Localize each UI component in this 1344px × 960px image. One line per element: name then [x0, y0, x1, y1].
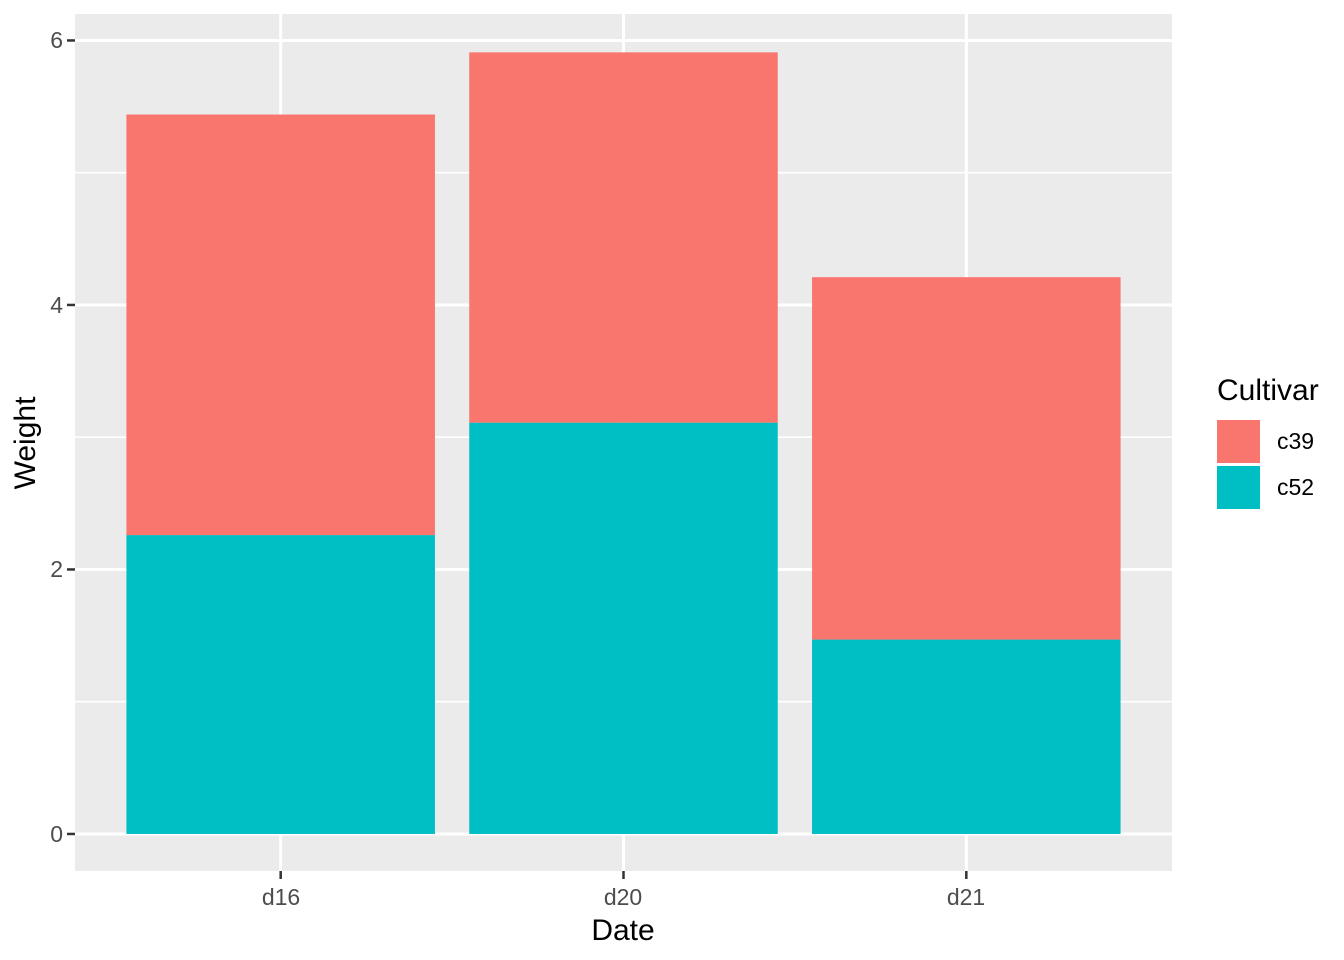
legend-title: Cultivar	[1217, 374, 1319, 407]
legend-item-c52: c52	[1217, 466, 1319, 509]
y-tick-label-2: 2	[50, 556, 63, 582]
legend-swatch-c52	[1217, 466, 1260, 509]
legend-label-c39: c39	[1277, 428, 1315, 454]
x-axis-title: Date	[591, 914, 655, 947]
bar-segment-c39-d21	[812, 277, 1121, 640]
y-tick-label-4: 4	[50, 292, 63, 318]
bar-segment-c52-d20	[469, 422, 778, 834]
x-tick-label-d20: d20	[603, 884, 643, 910]
legend-swatch-c39	[1217, 420, 1260, 463]
legend-item-c39: c39	[1217, 420, 1319, 463]
x-tick-label-d21: d21	[946, 884, 986, 910]
x-tick-label-d16: d16	[261, 884, 301, 910]
legend: Cultivar c39 c52	[1217, 374, 1319, 509]
bar-segment-c39-d20	[469, 52, 778, 423]
bar-segment-c52-d16	[126, 535, 435, 834]
bar-segment-c52-d21	[812, 639, 1121, 834]
legend-label-c52: c52	[1277, 474, 1315, 500]
y-tick-label-6: 6	[50, 27, 63, 53]
bar-segment-c39-d16	[126, 114, 435, 536]
y-tick-label-0: 0	[50, 821, 63, 847]
y-axis-title: Weight	[9, 396, 42, 490]
